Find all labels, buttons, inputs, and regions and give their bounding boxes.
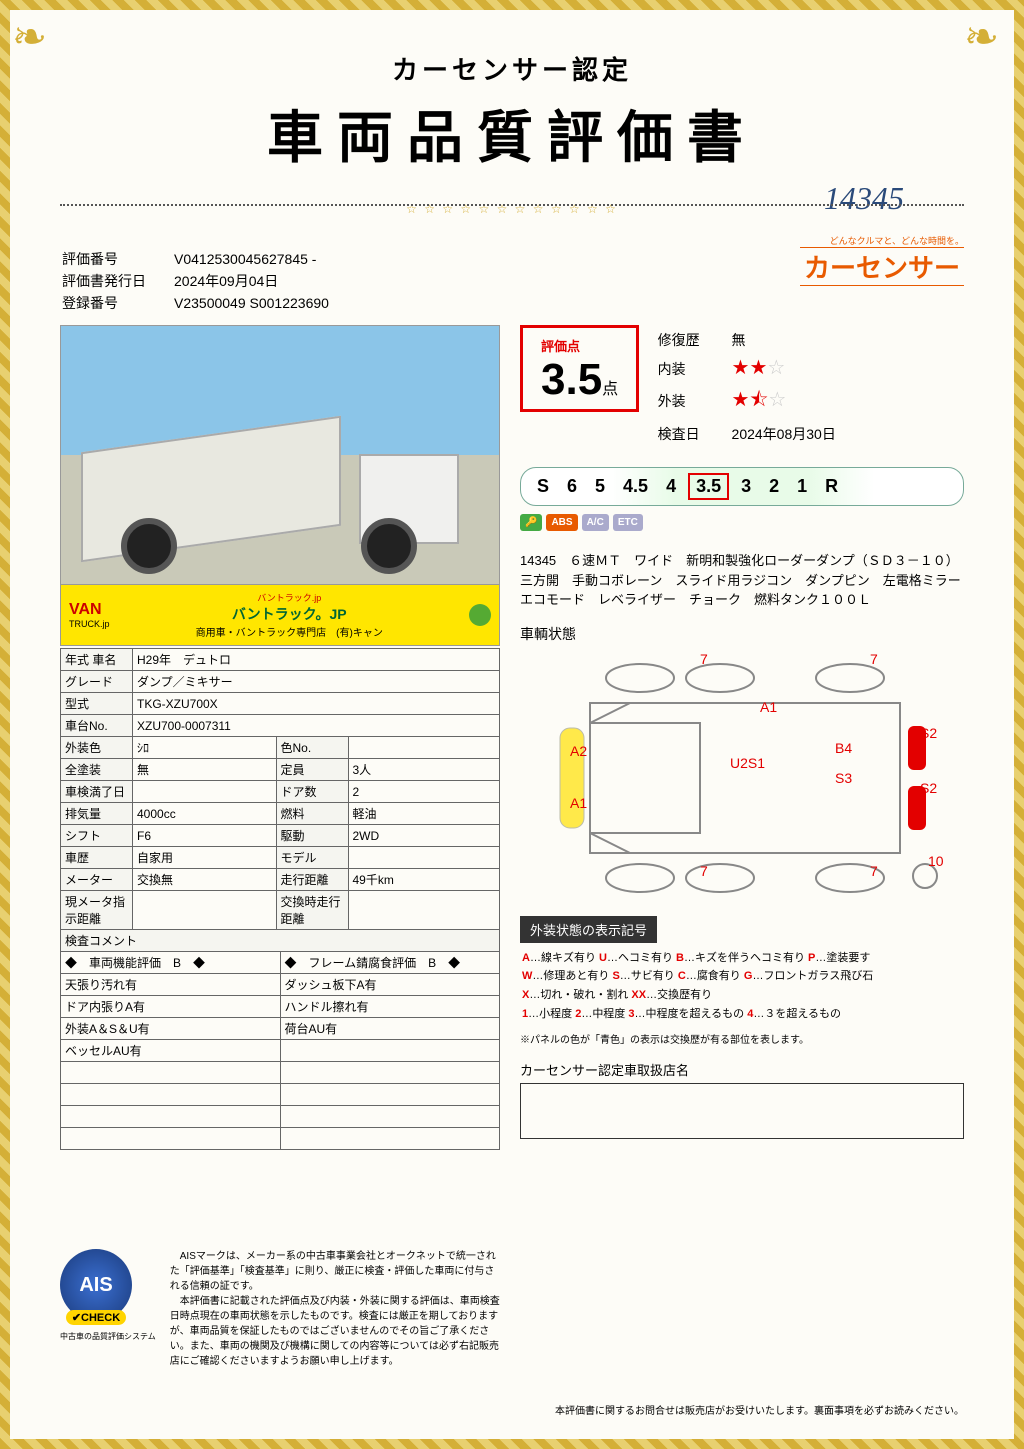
dealer-section: カーセンサー認定車取扱店名 xyxy=(520,1060,964,1139)
meta-table: 評価番号V0412530045627845 - 評価書発行日2024年09月04… xyxy=(60,247,331,315)
rating-lines: 修復歴 無内装 ★★☆外装 ★⯪☆検査日 2024年08月30日 xyxy=(658,325,836,449)
ad-banner: VANTRUCK.jp バントラック.jp バントラック。JP 商用車・バントラ… xyxy=(60,585,500,646)
svg-text:7: 7 xyxy=(700,651,708,667)
svg-text:S2: S2 xyxy=(920,725,937,741)
rating-scale: S654.543.5321R xyxy=(520,467,964,506)
vehicle-photo xyxy=(60,325,500,585)
svg-text:S2: S2 xyxy=(920,780,937,796)
pretitle: カーセンサー認定 xyxy=(60,50,964,87)
svg-text:A2: A2 xyxy=(570,743,587,759)
description: 14345 ６速ＭＴ ワイド 新明和製強化ローダーダンプ（ＳＤ３－１０） 三方開… xyxy=(520,551,964,610)
comment-table: 検査コメント ◆ 車両機能評価 B ◆◆ フレーム錆腐食評価 B ◆ 天張り汚れ… xyxy=(60,929,500,1150)
svg-text:7: 7 xyxy=(700,863,708,879)
svg-text:7: 7 xyxy=(870,651,878,667)
legend: 外装状態の表示記号 A…線キズ有り U…ヘコミ有り B…キズを伴うヘコミ有り P… xyxy=(520,916,964,1047)
page-title: 車両品質評価書 xyxy=(60,93,964,174)
ais-text: AISマークは、メーカー系の中古車事業会社とオークネットで統一された「評価基準」… xyxy=(170,1249,500,1369)
svg-text:A1: A1 xyxy=(760,699,777,715)
feature-icons: 🔑ABSA/CETC xyxy=(520,514,964,531)
svg-text:7: 7 xyxy=(870,863,878,879)
ais-section: AIS ✔CHECK 中古車の品質評価システム AISマークは、メーカー系の中古… xyxy=(60,1249,500,1369)
footnote: 本評価書に関するお問合せは販売店がお受けいたします。裏面事項を必ずお読みください… xyxy=(555,1402,964,1417)
ornament-tl: ❧ xyxy=(12,12,60,60)
divider xyxy=(60,204,964,206)
ais-badge: AIS ✔CHECK xyxy=(60,1249,132,1321)
brand-tagline: どんなクルマと、どんな時間を。 xyxy=(60,234,964,247)
spec-table: 年式 車名H29年 デュトログレードダンプ／ミキサー型式TKG-XZU700X車… xyxy=(60,648,500,930)
vehicle-diagram: 7 7 A1 A2 U2S1 B4 S3 S2 S2 A1 7 7 10 xyxy=(520,648,964,908)
svg-text:A1: A1 xyxy=(570,795,587,811)
svg-text:S3: S3 xyxy=(835,770,852,786)
svg-text:U2S1: U2S1 xyxy=(730,755,765,771)
diagram-title: 車輌状態 xyxy=(520,624,964,644)
brand-logo: カーセンサー xyxy=(800,247,964,286)
svg-text:B4: B4 xyxy=(835,740,852,756)
svg-text:10: 10 xyxy=(928,853,944,869)
handwritten-number: 14345 xyxy=(824,180,904,217)
ornament-tr: ❧ xyxy=(964,12,1012,60)
score-box: 評価点 3.5点 xyxy=(520,325,639,412)
